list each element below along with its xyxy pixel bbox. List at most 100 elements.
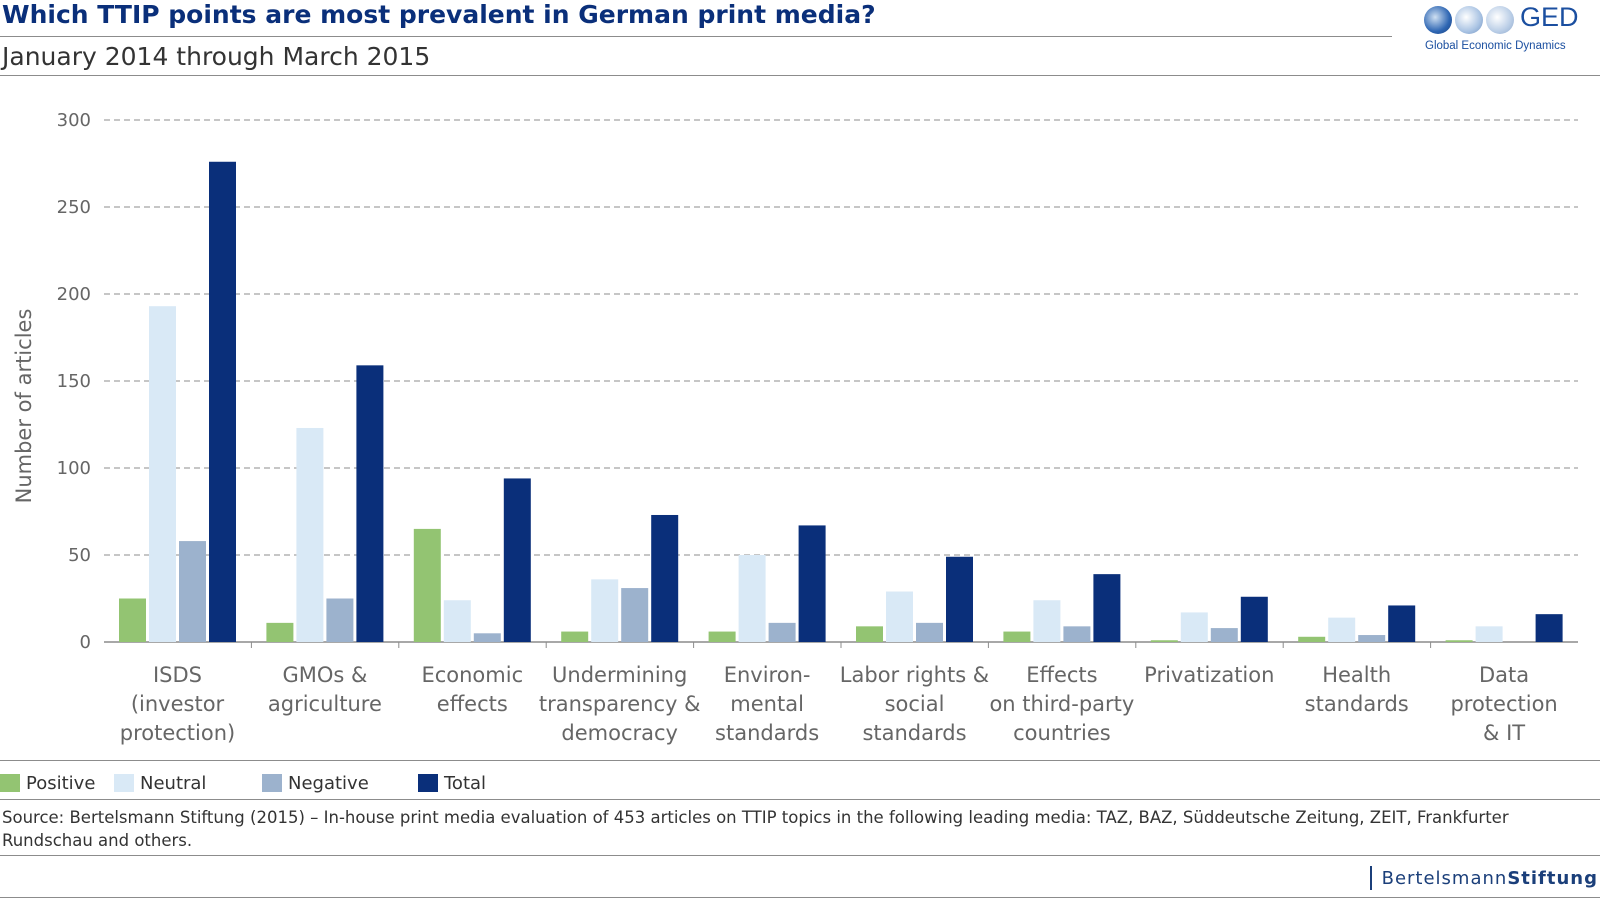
- x-category-label-line: countries: [1013, 721, 1111, 745]
- bar-neutral: [149, 306, 176, 642]
- legend-swatch-total: [418, 774, 438, 792]
- bar-total: [946, 556, 973, 642]
- legend-label-neutral: Neutral: [140, 772, 207, 794]
- chart-subtitle: January 2014 through March 2015: [2, 42, 431, 71]
- chart-title: Which TTIP points are most prevalent in …: [2, 0, 876, 29]
- bar-negative: [1358, 635, 1386, 642]
- x-category-label-line: Economic: [421, 663, 523, 687]
- bar-total: [1093, 574, 1121, 642]
- x-category-label-line: transparency &: [539, 692, 701, 716]
- x-category-label: Labor rights & social standards: [840, 663, 989, 745]
- bar-neutral: [738, 555, 766, 642]
- x-category-label-line: & IT: [1483, 721, 1525, 745]
- source-divider: [0, 855, 1600, 856]
- legend-swatch-positive: [0, 774, 20, 792]
- bar-neutral: [591, 579, 619, 642]
- bar-neutral: [1180, 612, 1208, 642]
- bar-positive: [1445, 640, 1473, 642]
- x-category-label-line: protection: [1450, 692, 1557, 716]
- logo-tagline: Global Economic Dynamics: [1425, 40, 1566, 52]
- x-category-label: Privatization: [1144, 663, 1274, 687]
- legend-label-negative: Negative: [288, 772, 369, 794]
- legend-top-divider: [0, 760, 1600, 761]
- subtitle-divider: [0, 75, 1600, 76]
- bar-positive: [1003, 631, 1031, 642]
- y-tick-label: 150: [57, 371, 91, 392]
- x-category-label: Effects on third-party countries: [989, 663, 1134, 745]
- y-tick-label: 250: [57, 197, 91, 218]
- legend-swatch-neutral: [114, 774, 134, 792]
- legend-label-total: Total: [444, 772, 487, 794]
- bertelsmann-logo: Bertelsmann Stiftung: [1369, 865, 1598, 891]
- x-category-label-line: mental: [730, 692, 804, 716]
- y-tick-label: 300: [57, 110, 91, 131]
- logo-name: GED: [1520, 2, 1579, 32]
- bar-negative: [621, 588, 649, 642]
- logo-bar: [1369, 866, 1372, 890]
- bar-total: [1388, 605, 1416, 642]
- bar-positive: [119, 598, 146, 642]
- legend: Positive Neutral Negative Total: [0, 770, 1600, 796]
- ged-logo: GED Global Economic Dynamics: [1422, 2, 1598, 54]
- bar-negative: [473, 633, 501, 642]
- x-category-label-line: Environ-: [724, 663, 811, 687]
- globe-icon: [1424, 6, 1452, 34]
- x-category-label: Undermining transparency & democracy: [539, 663, 701, 745]
- x-category-label-line: Health: [1322, 663, 1391, 687]
- bar-total: [209, 161, 236, 642]
- legend-item-neutral: Neutral: [114, 770, 206, 796]
- bar-total: [503, 478, 531, 642]
- legend-label-positive: Positive: [26, 772, 96, 794]
- x-category-label-line: ISDS: [153, 663, 202, 687]
- source-note: Source: Bertelsmann Stiftung (2015) – In…: [2, 808, 1509, 850]
- bar-negative: [768, 622, 796, 642]
- x-category-label-line: Privatization: [1144, 663, 1274, 687]
- bar-positive: [561, 631, 589, 642]
- x-category-label-line: democracy: [561, 721, 678, 745]
- bar-neutral: [1475, 626, 1503, 642]
- globe-icon: [1486, 6, 1514, 34]
- footer-divider: [0, 897, 1600, 898]
- bar-total: [356, 365, 384, 642]
- bar-chart: 0 50 100 150 200 250 300 Number of articles ISDS…: [12, 110, 1578, 745]
- y-tick-label: 100: [57, 458, 91, 479]
- legend-item-positive: Positive: [0, 770, 95, 796]
- brand-bold: Stiftung: [1507, 867, 1598, 889]
- x-category-label-line: standards: [862, 721, 966, 745]
- x-category-label-line: on third-party: [989, 692, 1134, 716]
- x-category-label-line: (investor: [131, 692, 225, 716]
- y-tick-label: 200: [57, 284, 91, 305]
- bar-total: [1535, 614, 1563, 642]
- bar-negative: [916, 622, 943, 642]
- bar-neutral: [886, 591, 913, 642]
- bar-positive: [266, 622, 294, 642]
- legend-bottom-divider: [0, 799, 1600, 800]
- y-axis-title: Number of articles: [12, 309, 36, 504]
- x-category-label: Data protection & IT: [1450, 663, 1557, 745]
- bar-neutral: [296, 427, 324, 642]
- bar-positive: [1150, 640, 1178, 642]
- header-divider: [0, 36, 1392, 37]
- bar-negative: [179, 541, 206, 642]
- y-tick-label: 0: [80, 632, 91, 653]
- y-tick-label: 50: [68, 545, 91, 566]
- bar-neutral: [1033, 600, 1061, 642]
- x-category-label-line: Effects: [1026, 663, 1097, 687]
- globe-icon: [1455, 6, 1483, 34]
- x-category-label: GMOs & agriculture: [268, 663, 382, 716]
- bar-neutral: [443, 600, 471, 642]
- bar-neutral: [1328, 617, 1356, 642]
- x-category-label: Environ-mental standards: [715, 663, 819, 745]
- x-category-label-line: agriculture: [268, 692, 382, 716]
- bar-negative: [1063, 626, 1091, 642]
- legend-swatch-negative: [262, 774, 282, 792]
- x-category-label-line: Undermining: [552, 663, 687, 687]
- legend-item-negative: Negative: [262, 770, 369, 796]
- legend-item-total: Total: [418, 770, 486, 796]
- x-category-label: ISDS (investor protection): [120, 663, 235, 745]
- bar-total: [798, 525, 826, 642]
- bar-negative: [1210, 628, 1238, 642]
- x-category-label-line: Data: [1479, 663, 1529, 687]
- x-category-label-line: standards: [1305, 692, 1409, 716]
- bar-total: [1240, 596, 1268, 642]
